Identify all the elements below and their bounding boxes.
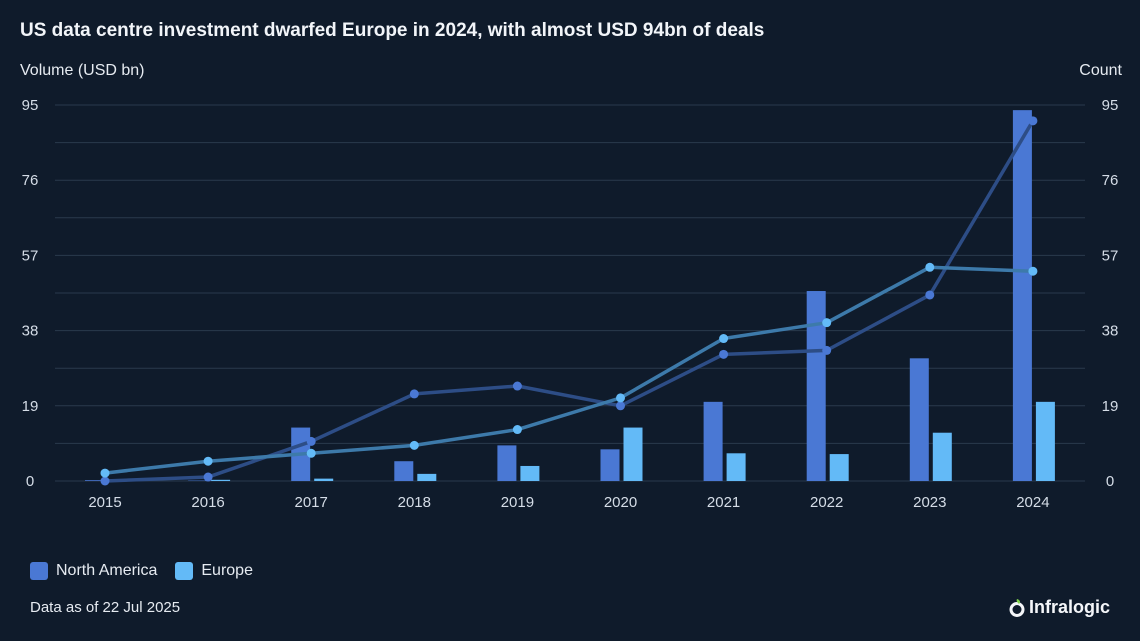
legend-item-north-america[interactable]: North America — [30, 562, 157, 580]
bar-europe — [417, 473, 437, 481]
y-axis-title-left: Volume (USD bn) — [20, 62, 145, 79]
point-europe-count — [822, 318, 832, 328]
point-europe-count — [306, 448, 316, 458]
data-date-footnote: Data as of 22 Jul 2025 — [30, 599, 181, 616]
y-tick-label-right: 38 — [1102, 323, 1119, 340]
bar-europe — [726, 453, 746, 481]
point-north-america-count — [512, 381, 522, 391]
x-tick-label: 2022 — [810, 494, 843, 511]
point-north-america-count — [822, 345, 832, 355]
bar-north-america — [703, 401, 723, 481]
point-europe-count — [100, 468, 110, 478]
x-tick-label: 2018 — [398, 494, 431, 511]
point-europe-count — [203, 456, 213, 466]
bar-europe — [623, 427, 643, 481]
line-europe-count — [104, 265, 1033, 475]
legend-item-europe[interactable]: Europe — [175, 562, 253, 580]
y-tick-label-left: 19 — [22, 398, 39, 415]
y-tick-label-right: 19 — [1102, 398, 1119, 415]
y-tick-label-left: 76 — [22, 172, 39, 189]
point-north-america-count — [925, 290, 935, 300]
point-north-america-count — [616, 401, 625, 411]
bar-europe — [932, 432, 952, 481]
bar-europe — [314, 478, 334, 481]
point-europe-count — [719, 334, 729, 344]
bar-north-america — [85, 480, 104, 481]
point-north-america-count — [1028, 116, 1038, 126]
infralogic-logo-icon — [1009, 598, 1025, 617]
legend-swatch-north-america — [30, 562, 48, 580]
y-tick-label-right: 0 — [1106, 473, 1114, 490]
y-tick-label-right: 57 — [1102, 247, 1119, 264]
bar-north-america — [909, 358, 929, 481]
y-tick-label-left: 0 — [26, 473, 34, 490]
line-north-america-count — [104, 119, 1035, 483]
point-europe-count — [1028, 266, 1038, 276]
chart-plot: 0 19 38 57 76 95 0 19 38 57 76 95 2015 2016 2017 2018 20… — [22, 97, 1119, 511]
point-north-america-count — [409, 389, 419, 399]
x-tick-label: 2016 — [191, 494, 224, 511]
legend-swatch-europe — [175, 562, 194, 580]
point-europe-count — [925, 262, 935, 272]
y-tick-label-left: 38 — [22, 323, 39, 340]
point-europe-count — [616, 393, 625, 403]
point-europe-count — [512, 425, 522, 435]
point-europe-count — [409, 440, 419, 450]
bar-north-america — [497, 445, 517, 481]
bar-north-america — [1012, 110, 1032, 481]
point-north-america-count — [203, 472, 213, 482]
chart-title: US data centre investment dwarfed Europe… — [20, 20, 765, 41]
y-tick-label-left: 95 — [22, 97, 39, 114]
y-tick-label-left: 57 — [22, 247, 39, 264]
bar-north-america — [394, 461, 414, 481]
x-tick-label: 2023 — [913, 494, 946, 511]
x-tick-label: 2024 — [1016, 494, 1049, 511]
x-tick-label: 2015 — [88, 494, 121, 511]
point-north-america-count — [100, 476, 110, 486]
point-north-america-count — [719, 349, 729, 359]
bar-europe — [829, 454, 849, 481]
y-tick-label-right: 95 — [1102, 97, 1119, 114]
infralogic-logo-text: Infralogic — [1028, 597, 1110, 617]
x-tick-label: 2017 — [295, 494, 328, 511]
x-tick-label: 2021 — [707, 494, 740, 511]
x-tick-label: 2020 — [604, 494, 637, 511]
bar-north-america — [600, 449, 620, 481]
y-tick-label-right: 76 — [1102, 172, 1119, 189]
legend-label-europe: Europe — [201, 562, 253, 579]
legend-label-north-america: North America — [56, 562, 158, 579]
infralogic-logo: Infralogic — [1008, 597, 1110, 618]
bar-europe — [211, 479, 231, 481]
y-axis-title-right: Count — [1079, 62, 1122, 79]
point-north-america-count — [306, 436, 316, 446]
x-tick-label: 2019 — [501, 494, 534, 511]
bar-europe — [1035, 401, 1055, 481]
bar-europe — [520, 465, 540, 481]
chart-legend: North America Europe — [30, 562, 271, 580]
bar-north-america — [806, 291, 826, 481]
